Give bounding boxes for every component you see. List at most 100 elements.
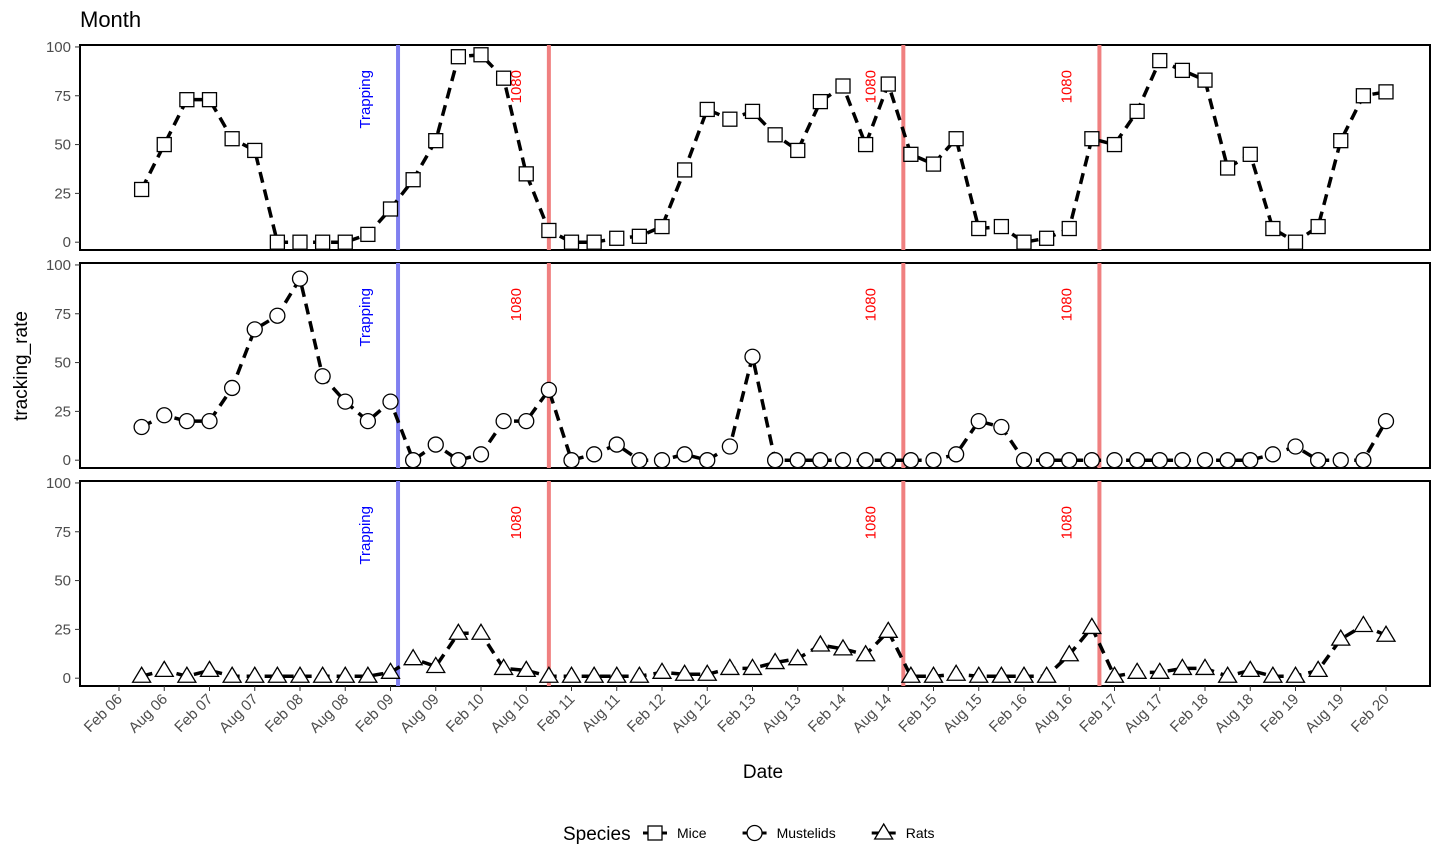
- marker: [541, 222, 557, 239]
- marker: [312, 665, 333, 683]
- marker: [1038, 230, 1055, 246]
- annotation-label: 1080: [862, 506, 879, 539]
- marker: [133, 181, 150, 198]
- marker: [1287, 438, 1304, 455]
- annotation-label: 1080: [1058, 288, 1075, 321]
- marker: [156, 407, 173, 424]
- marker: [1355, 452, 1372, 469]
- x-tick-label: Aug 14: [849, 691, 895, 737]
- x-tick-label: Aug 07: [216, 691, 262, 737]
- marker: [495, 70, 512, 86]
- x-tick-label: Feb 18: [1167, 691, 1212, 736]
- y-tick-label: 25: [54, 403, 71, 420]
- y-tick-label: 100: [46, 257, 71, 274]
- y-tick-label: 50: [54, 137, 71, 154]
- y-tick-label: 0: [63, 670, 71, 687]
- marker: [357, 665, 379, 683]
- marker: [651, 662, 673, 679]
- marker: [427, 436, 444, 453]
- marker: [1219, 160, 1236, 176]
- marker: [787, 648, 808, 666]
- annotation-label: 1080: [508, 288, 525, 321]
- marker: [1061, 220, 1077, 237]
- marker: [880, 76, 896, 92]
- marker: [1104, 665, 1125, 683]
- marker: [676, 446, 693, 463]
- marker: [878, 621, 899, 638]
- x-tick-label: Feb 15: [895, 691, 940, 736]
- chart-title: Month: [80, 7, 141, 32]
- annotation-label: 1080: [508, 506, 525, 539]
- marker: [1129, 103, 1145, 120]
- marker: [631, 228, 648, 244]
- marker: [832, 638, 854, 656]
- marker: [292, 234, 308, 250]
- marker: [493, 658, 514, 676]
- y-tick-label: 75: [54, 524, 71, 541]
- annotation-label: Trapping: [357, 288, 374, 347]
- x-tick-label: Feb 17: [1076, 691, 1121, 736]
- marker: [744, 103, 761, 120]
- y-tick-label: 25: [54, 621, 71, 638]
- marker: [744, 348, 761, 365]
- marker: [947, 446, 965, 463]
- annotation-label: Trapping: [357, 506, 374, 565]
- marker: [991, 665, 1012, 683]
- marker: [154, 660, 175, 678]
- marker: [970, 412, 987, 430]
- marker: [1307, 660, 1329, 678]
- marker: [289, 665, 311, 683]
- x-tick-label: Feb 16: [986, 691, 1031, 736]
- marker: [1194, 658, 1216, 676]
- marker: [812, 93, 829, 110]
- marker: [631, 452, 648, 469]
- x-tick-label: Feb 11: [534, 691, 578, 735]
- x-tick-label: Feb 08: [262, 691, 307, 736]
- marker: [199, 660, 220, 678]
- marker: [179, 92, 195, 108]
- marker: [1174, 62, 1191, 79]
- marker: [359, 412, 377, 430]
- marker: [790, 142, 806, 159]
- marker: [224, 131, 240, 147]
- marker: [1262, 665, 1284, 683]
- marker: [767, 127, 783, 143]
- x-tick-label: Aug 15: [940, 691, 986, 737]
- annotation-label: 1080: [862, 288, 879, 321]
- x-tick-label: Feb 14: [805, 691, 850, 736]
- marker: [382, 393, 399, 410]
- marker: [968, 665, 989, 683]
- marker: [948, 131, 964, 147]
- x-tick-label: Feb 12: [624, 691, 669, 736]
- marker: [945, 664, 967, 681]
- marker: [133, 418, 150, 436]
- x-tick-label: Feb 19: [1257, 691, 1302, 736]
- marker: [360, 226, 376, 243]
- marker: [247, 142, 263, 159]
- marker: [518, 412, 535, 430]
- marker: [1081, 617, 1103, 635]
- marker: [1174, 452, 1191, 469]
- marker: [1375, 624, 1397, 642]
- marker: [1197, 72, 1213, 88]
- marker: [583, 665, 605, 683]
- marker: [1353, 615, 1374, 633]
- marker: [1219, 452, 1236, 469]
- x-tick-label: Aug 12: [668, 691, 714, 737]
- x-tick-label: Aug 08: [306, 691, 352, 737]
- x-tick-label: Aug 09: [397, 691, 443, 737]
- legend-label: Mustelids: [777, 825, 836, 841]
- marker: [223, 379, 241, 397]
- marker: [382, 201, 399, 217]
- legend-marker: [647, 825, 663, 841]
- marker: [450, 49, 467, 65]
- marker: [404, 452, 422, 469]
- marker: [448, 623, 469, 640]
- marker: [156, 136, 172, 153]
- marker: [563, 452, 580, 469]
- marker: [653, 452, 671, 469]
- x-tick-label: Aug 10: [487, 691, 533, 737]
- marker: [1083, 452, 1101, 469]
- marker: [764, 652, 786, 670]
